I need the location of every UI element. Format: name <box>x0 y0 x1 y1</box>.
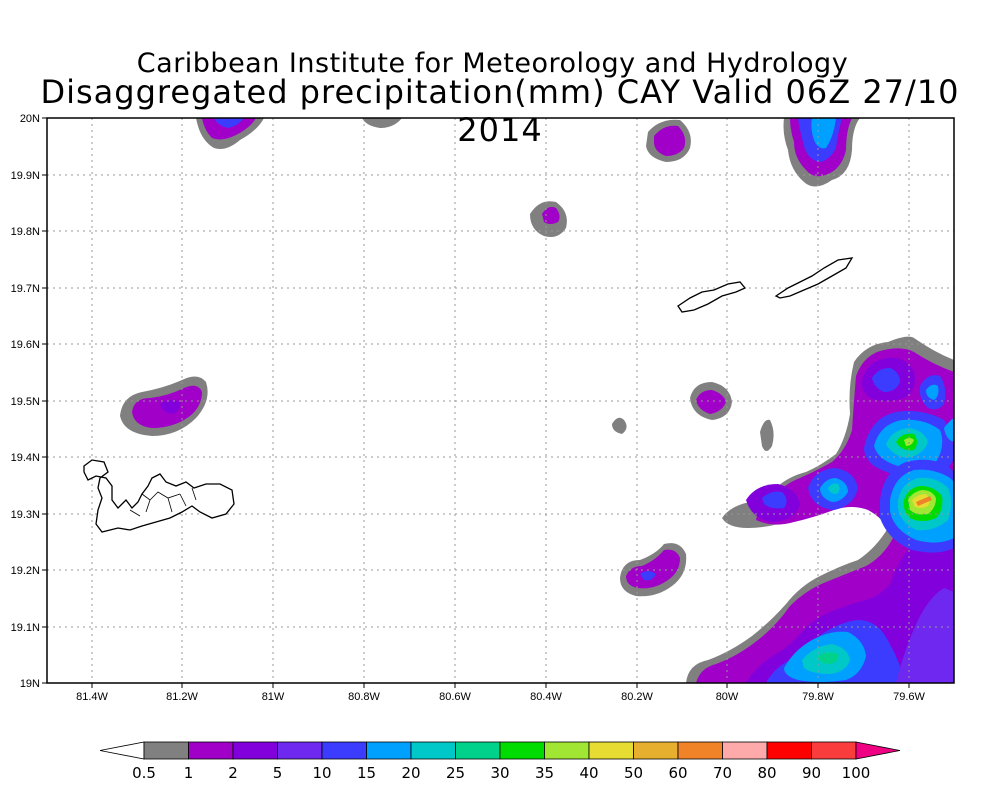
colorbar-swatch <box>499 741 545 760</box>
colorbar-label: 70 <box>713 764 732 782</box>
x-tick-label: 80.2W <box>621 691 653 703</box>
colorbar-label: 20 <box>401 764 420 782</box>
y-tick-label: 19.6N <box>11 339 40 351</box>
x-tick-label: 80W <box>716 691 739 703</box>
colorbar-swatch <box>188 741 234 760</box>
colorbar-label: 40 <box>579 764 598 782</box>
colorbar-label: 90 <box>802 764 821 782</box>
rain-cell-center-north <box>530 201 567 237</box>
colorbar-swatch <box>677 741 723 760</box>
colorbar-label: 50 <box>624 764 643 782</box>
x-tick-label: 80.4W <box>530 691 562 703</box>
x-tick-label: 80.6W <box>439 691 471 703</box>
colorbar-label: 10 <box>312 764 331 782</box>
colorbar-label: 15 <box>357 764 376 782</box>
colorbar-swatch <box>722 741 768 760</box>
colorbar-swatch <box>588 741 634 760</box>
rain-cell-small-grey <box>612 417 627 434</box>
colorbar-labels: 0.5 1 2 5 10 15 20 25 30 35 40 50 60 70 80 90 100 <box>132 764 870 782</box>
x-tick-label: 81.2W <box>166 691 198 703</box>
colorbar-swatch <box>321 741 367 760</box>
colorbar-label: 100 <box>842 764 871 782</box>
rain-system-south-east <box>686 336 954 683</box>
colorbar-arrow-low <box>99 741 145 760</box>
rain-cell-west <box>120 376 208 436</box>
y-tick-label: 19.3N <box>11 509 40 521</box>
y-tick-label: 19.8N <box>11 226 40 238</box>
colorbar-label: 0.5 <box>132 764 156 782</box>
grand-cayman-island <box>83 459 235 533</box>
rain-cell-thin-grey <box>760 419 774 451</box>
x-tick-label: 81.4W <box>76 691 108 703</box>
rain-cell-north-west <box>196 118 264 149</box>
map-grid <box>47 118 954 683</box>
grand-cayman-interior-lines <box>129 487 197 517</box>
colorbar-swatch <box>232 741 278 760</box>
title-line-2: Disaggregated precipitation(mm) CAY Vali… <box>40 73 960 149</box>
y-axis-labels: 19N 19.1N 19.2N 19.3N 19.4N 19.5N 19.6N … <box>11 113 40 690</box>
colorbar-swatch <box>633 741 679 760</box>
colorbar-label: 80 <box>757 764 776 782</box>
y-tick-label: 19.1N <box>11 622 40 634</box>
colorbar-label: 1 <box>184 764 194 782</box>
colorbar-label: 25 <box>446 764 465 782</box>
little-cayman-island <box>774 257 854 299</box>
y-tick-label: 19.9N <box>11 170 40 182</box>
colorbar-label: 5 <box>273 764 283 782</box>
colorbar <box>99 741 901 760</box>
colorbar-swatch <box>410 741 456 760</box>
x-tick-label: 80.8W <box>348 691 380 703</box>
island-coastlines <box>83 257 854 533</box>
colorbar-label: 30 <box>490 764 509 782</box>
x-tick-label: 79.6W <box>893 691 925 703</box>
rain-cell-north-east <box>783 118 860 187</box>
precipitation-field <box>120 118 954 683</box>
cayman-brac-island <box>677 281 747 313</box>
colorbar-arrow-high <box>855 741 901 760</box>
colorbar-swatch <box>766 741 812 760</box>
y-tick-label: 19.5N <box>11 396 40 408</box>
x-axis-labels: 81.4W 81.2W 81W 80.8W 80.6W 80.4W 80.2W … <box>76 691 925 703</box>
colorbar-swatch <box>277 741 323 760</box>
y-tick-label: 19.7N <box>11 283 40 295</box>
colorbar-swatch <box>366 741 412 760</box>
colorbar-swatch <box>811 741 857 760</box>
colorbar-label: 60 <box>668 764 687 782</box>
rain-cell-north-central <box>362 118 402 128</box>
y-tick-label: 19.2N <box>11 565 40 577</box>
rain-cell-east-small <box>690 382 732 420</box>
colorbar-swatch <box>455 741 501 760</box>
x-tick-label: 79.8W <box>802 691 834 703</box>
y-tick-label: 20N <box>20 113 40 125</box>
title-line-1: Caribbean Institute for Meteorology and … <box>136 48 849 79</box>
y-tick-label: 19.4N <box>11 452 40 464</box>
rain-cell-north-east-small <box>646 119 691 162</box>
y-tick-label: 19N <box>20 678 40 690</box>
colorbar-swatch <box>143 741 189 760</box>
colorbar-swatch <box>544 741 590 760</box>
colorbar-label: 35 <box>535 764 554 782</box>
x-tick-label: 81W <box>262 691 285 703</box>
colorbar-label: 2 <box>228 764 238 782</box>
